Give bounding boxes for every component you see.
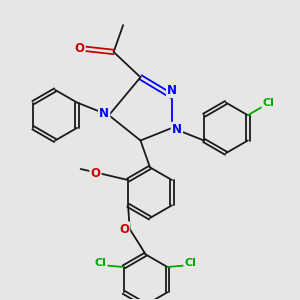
Text: O: O <box>91 167 100 180</box>
Text: Cl: Cl <box>94 258 106 268</box>
Text: N: N <box>172 123 182 136</box>
Text: O: O <box>119 223 129 236</box>
Text: Cl: Cl <box>262 98 274 108</box>
Text: Cl: Cl <box>184 258 196 268</box>
Text: N: N <box>99 107 109 120</box>
Text: O: O <box>74 42 85 55</box>
Text: N: N <box>167 84 177 97</box>
